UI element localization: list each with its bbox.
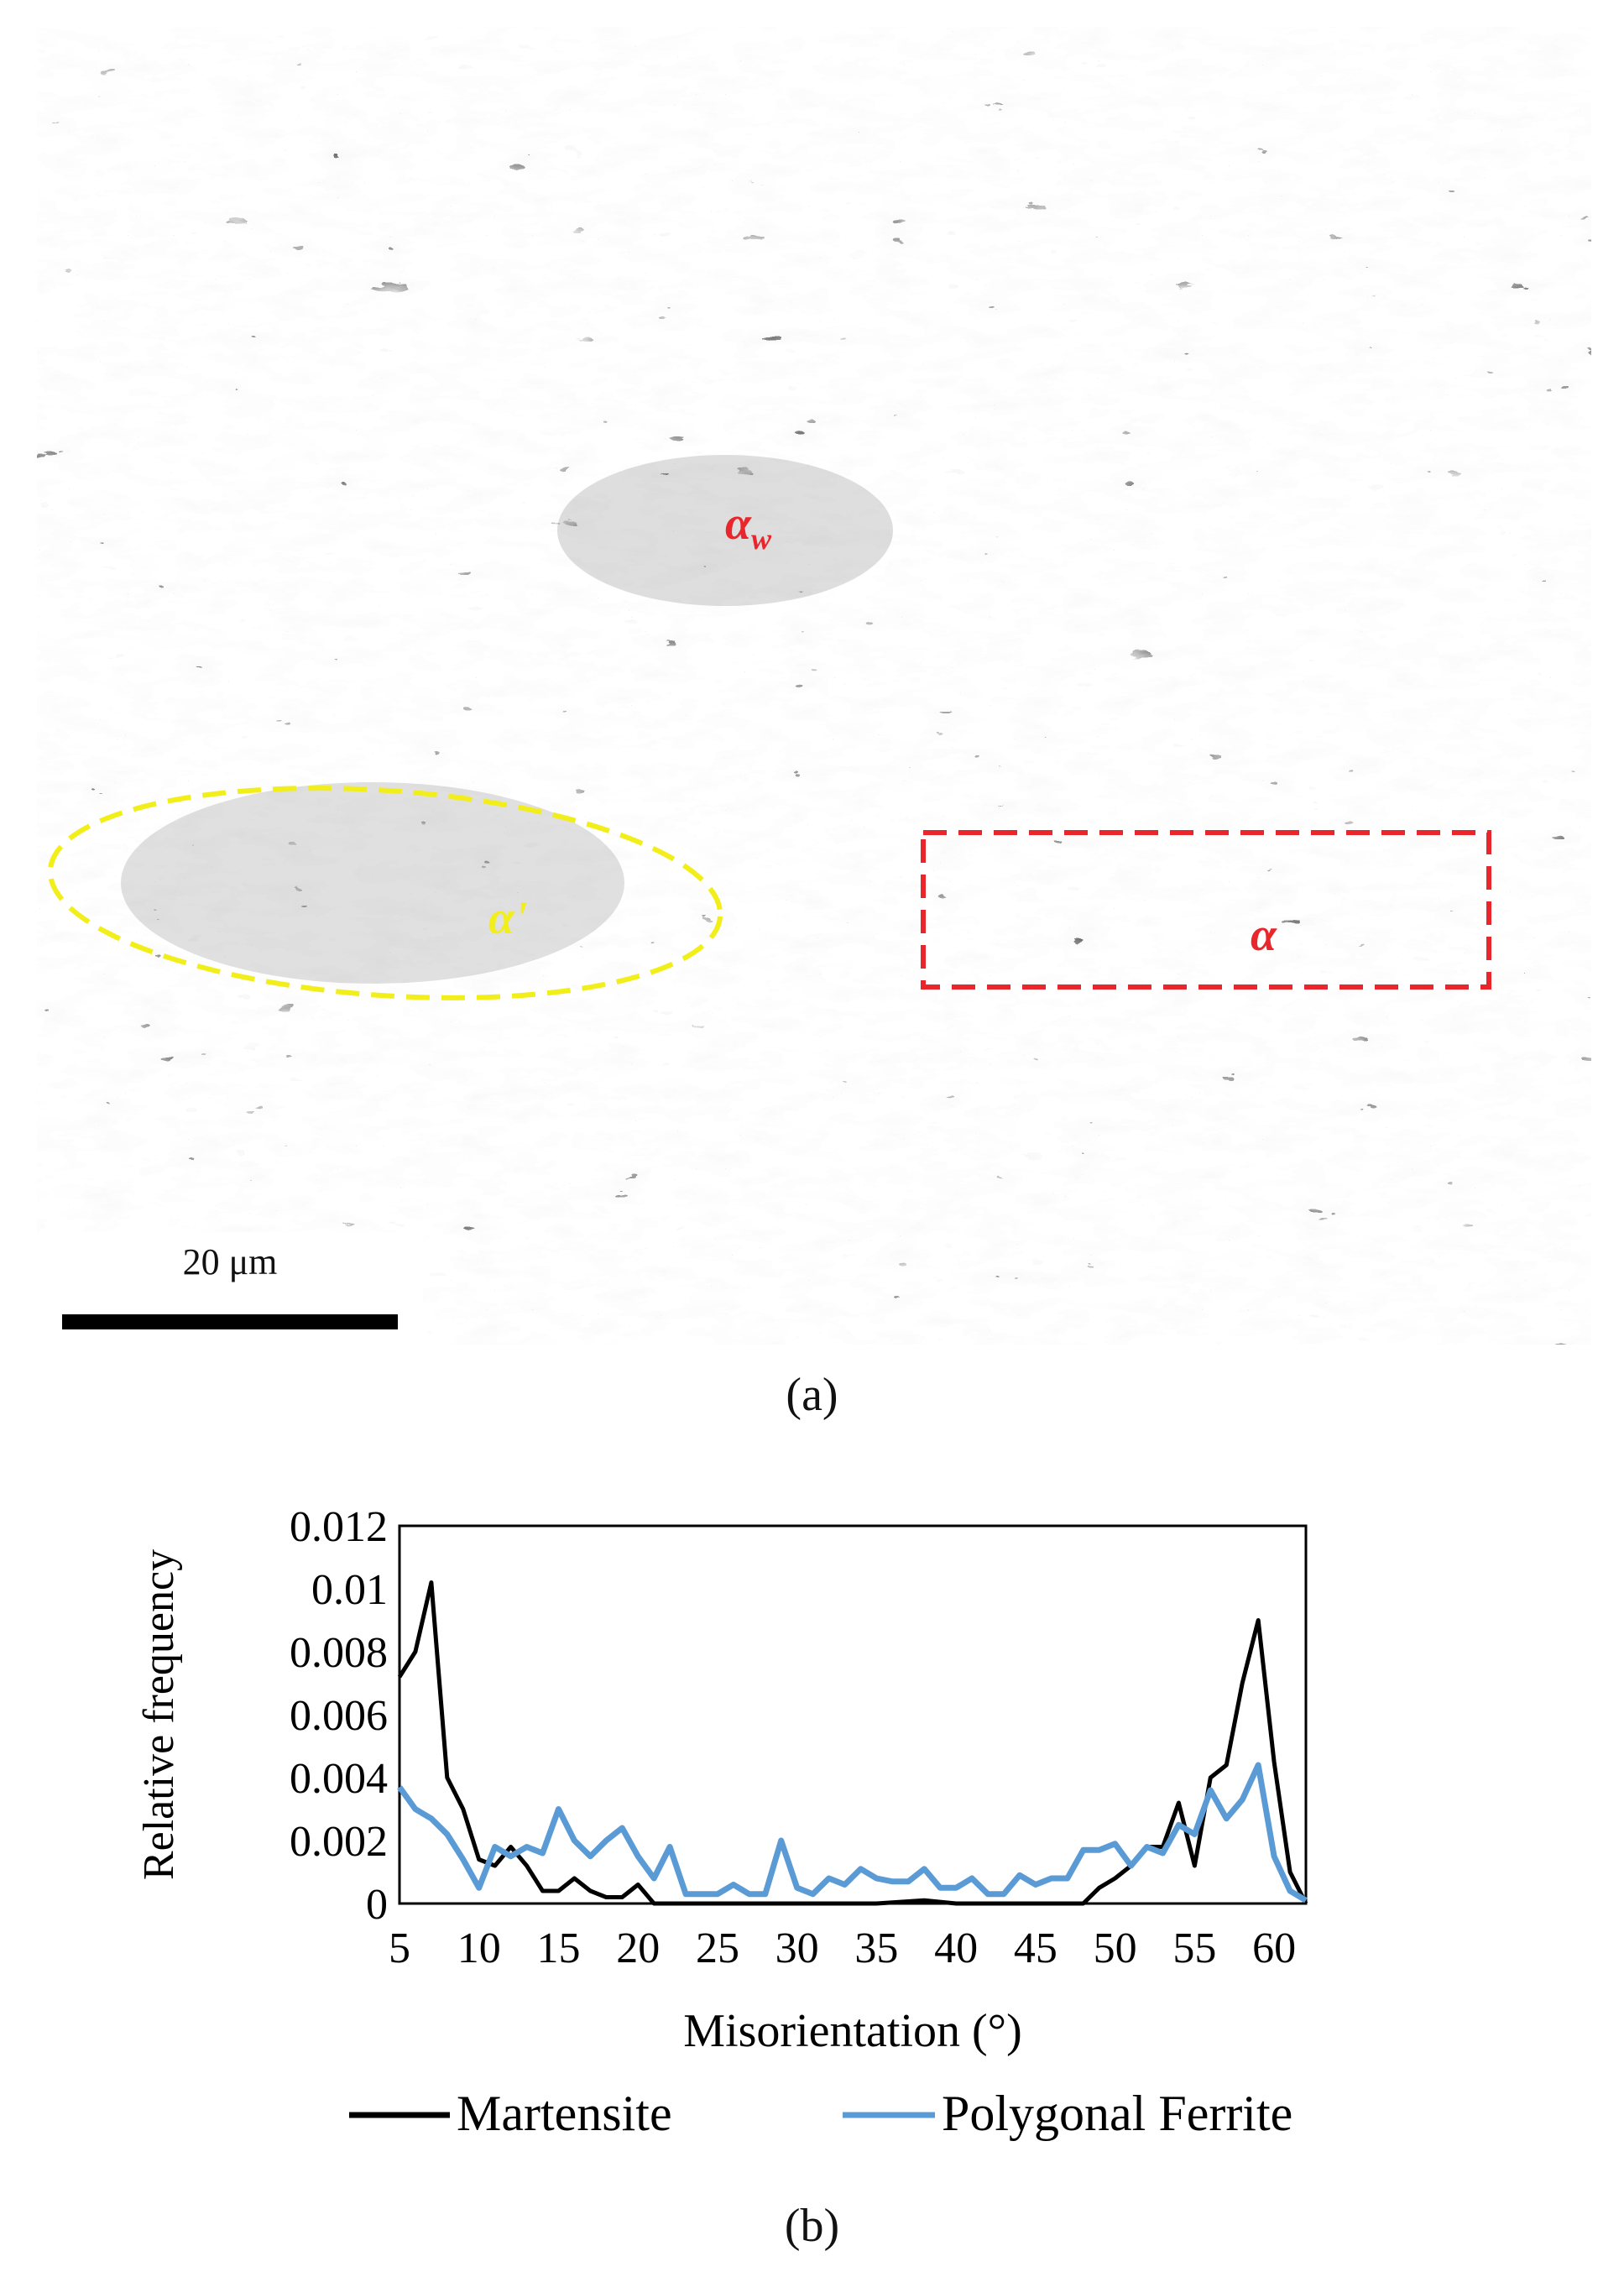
x-tick-label: 45 (1014, 1924, 1057, 1972)
scale-bar-line (62, 1314, 398, 1329)
y-tick-label: 0.012 (290, 1503, 388, 1551)
x-tick-label: 10 (457, 1924, 501, 1972)
plot-frame (398, 1524, 1308, 1905)
micrograph-image (37, 27, 1591, 1345)
x-tick-label: 30 (775, 1924, 819, 1972)
x-tick-label: 60 (1252, 1924, 1296, 1972)
legend-label: Polygonal Ferrite (942, 2086, 1292, 2141)
martensite-label: α' (488, 892, 528, 944)
y-tick-label: 0.01 (311, 1566, 388, 1614)
panel-a-caption: (a) (786, 1369, 838, 1421)
legend-label: Martensite (457, 2086, 672, 2141)
scale-bar-label: 20 μm (182, 1241, 278, 1282)
polygonal-ferrite-label: α (1251, 909, 1277, 961)
ferrite-region-outline (921, 830, 1491, 990)
y-tick-label: 0.004 (290, 1755, 388, 1803)
y-tick-label: 0.002 (290, 1818, 388, 1866)
x-tick-label: 50 (1094, 1924, 1137, 1972)
x-tick-label: 15 (536, 1924, 580, 1972)
y-tick-label: 0.008 (290, 1629, 388, 1677)
x-tick-label: 5 (389, 1924, 410, 1972)
series-line-polygonal-ferrite (397, 1762, 1308, 1904)
martensite-region-outline (47, 786, 723, 1000)
y-tick-label: 0.006 (290, 1692, 388, 1740)
micrograph-panel: αw α' α 20 μm (37, 27, 1591, 1345)
x-tick-label: 20 (616, 1924, 660, 1972)
widmanstatten-ferrite-label: αw (725, 498, 771, 556)
series-line-martensite (397, 1580, 1308, 1906)
y-tick-label: 0 (366, 1881, 388, 1929)
misorientation-chart: 0 0.002 0.004 0.006 0.008 0.01 0.012 5 10 15 20 25… (135, 1503, 1308, 2141)
legend: Martensite Polygonal Ferrite (349, 2086, 1292, 2141)
x-tick-label: 35 (854, 1924, 898, 1972)
x-tick-label: 55 (1172, 1924, 1216, 1972)
x-tick-label: 25 (696, 1924, 739, 1972)
panel-b-caption: (b) (784, 2200, 840, 2252)
x-axis-label: Misorientation (°) (683, 2005, 1021, 2057)
scale-bar: 20 μm (37, 1232, 423, 1345)
y-axis-label: Relative frequency (135, 1549, 183, 1880)
x-tick-label: 40 (934, 1924, 978, 1972)
